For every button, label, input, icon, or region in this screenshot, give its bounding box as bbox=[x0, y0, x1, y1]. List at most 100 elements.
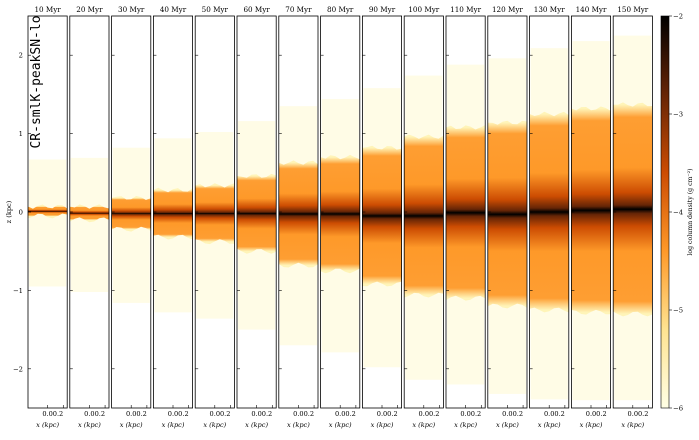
panel-60myr: 60 Myr 0.0 0.2 x (kpc) bbox=[236, 5, 277, 429]
x-tick-label: 0.2 bbox=[429, 410, 440, 418]
x-tick-label: 0.0 bbox=[377, 410, 388, 418]
panel-title-120myr: 120 Myr bbox=[492, 5, 523, 14]
panel-title-20myr: 20 Myr bbox=[76, 5, 103, 14]
panel-80myr: 80 Myr 0.0 0.2 x (kpc) bbox=[320, 5, 361, 429]
x-tick-label: 0.2 bbox=[387, 410, 398, 418]
x-axis-label: x (kpc) bbox=[329, 421, 352, 429]
panel-title-60myr: 60 Myr bbox=[243, 5, 270, 14]
disk-slab-150myr bbox=[613, 102, 653, 317]
x-axis-label: x (kpc) bbox=[454, 421, 477, 429]
panel-140myr: 140 Myr 0.0 0.2 x (kpc) bbox=[571, 5, 612, 429]
x-tick-label: 0.0 bbox=[251, 410, 262, 418]
panel-title-70myr: 70 Myr bbox=[285, 5, 312, 14]
x-tick-label: 0.0 bbox=[126, 410, 137, 418]
x-axis-label: x (kpc) bbox=[496, 421, 519, 429]
x-tick-label: 0.0 bbox=[586, 410, 597, 418]
disk-slab-120myr bbox=[487, 120, 527, 309]
y-tick-label: 0 bbox=[19, 209, 23, 217]
panel-title-110myr: 110 Myr bbox=[450, 5, 481, 14]
y-tick-label: −2 bbox=[13, 365, 23, 373]
x-tick-label: 0.0 bbox=[293, 410, 304, 418]
disk-slab-10myr bbox=[28, 204, 68, 219]
colorbar-label: log column density (g cm⁻²) bbox=[687, 168, 694, 255]
colorbar: −2 −3 −4 −5 −6 log column density (g cm⁻²) bbox=[660, 13, 694, 413]
x-tick-label: 0.0 bbox=[419, 410, 430, 418]
x-tick-label: 0.2 bbox=[262, 410, 273, 418]
panel-130myr: 130 Myr 0.0 0.2 x (kpc) bbox=[529, 5, 570, 429]
disk-slab-70myr bbox=[278, 160, 318, 268]
panel-150myr: 150 Myr 0.0 0.2 x (kpc) bbox=[612, 5, 653, 429]
y-axis: 2 1 0 −1 −2 z (kpc) bbox=[5, 52, 23, 374]
panel-50myr: 50 Myr 0.0 0.2 x (kpc) bbox=[194, 5, 235, 429]
x-axis-label: x (kpc) bbox=[162, 421, 185, 429]
x-axis-label: x (kpc) bbox=[580, 421, 603, 429]
x-axis-label: x (kpc) bbox=[120, 421, 143, 429]
panel-title-140myr: 140 Myr bbox=[576, 5, 607, 14]
panel-title-80myr: 80 Myr bbox=[327, 5, 354, 14]
panel-120myr: 120 Myr 0.0 0.2 x (kpc) bbox=[487, 5, 528, 429]
x-tick-label: 0.2 bbox=[304, 410, 315, 418]
x-tick-label: 0.2 bbox=[220, 410, 231, 418]
disk-slab-20myr bbox=[69, 204, 109, 223]
x-axis-label: x (kpc) bbox=[621, 421, 644, 429]
colorbar-tick-label: −6 bbox=[673, 405, 683, 413]
x-tick-label: 0.0 bbox=[335, 410, 346, 418]
colorbar-strip bbox=[660, 15, 670, 409]
panel-title-50myr: 50 Myr bbox=[202, 5, 229, 14]
x-tick-label: 0.0 bbox=[168, 410, 179, 418]
x-axis-label: x (kpc) bbox=[538, 421, 561, 429]
x-tick-label: 0.2 bbox=[513, 410, 524, 418]
disk-slab-90myr bbox=[362, 145, 402, 287]
panel-70myr: 70 Myr 0.0 0.2 x (kpc) bbox=[278, 5, 319, 429]
colorbar-tick-label: −3 bbox=[673, 111, 683, 119]
x-tick-label: 0.0 bbox=[502, 410, 513, 418]
y-axis-label: z (kpc) bbox=[5, 200, 13, 223]
x-axis-label: x (kpc) bbox=[203, 421, 226, 429]
x-tick-label: 0.0 bbox=[42, 410, 53, 418]
disk-slab-130myr bbox=[529, 111, 569, 313]
x-axis-label: x (kpc) bbox=[36, 421, 59, 429]
disk-slab-60myr bbox=[237, 173, 277, 254]
disk-slab-100myr bbox=[404, 134, 444, 298]
halo-20myr bbox=[70, 157, 108, 292]
disk-slab-80myr bbox=[320, 154, 360, 274]
x-tick-label: 0.2 bbox=[554, 410, 565, 418]
disk-slab-40myr bbox=[153, 187, 193, 240]
panel-10myr: 10 Myr 0.0 0.2 x (kpc) bbox=[27, 5, 68, 429]
panel-20myr: 20 Myr 0.0 0.2 x (kpc) bbox=[69, 5, 110, 429]
x-tick-label: 0.2 bbox=[178, 410, 189, 418]
x-tick-label: 0.0 bbox=[84, 410, 95, 418]
x-tick-label: 0.2 bbox=[471, 410, 482, 418]
panel-40myr: 40 Myr 0.0 0.2 x (kpc) bbox=[152, 5, 193, 429]
x-axis-label: x (kpc) bbox=[412, 421, 435, 429]
panel-100myr: 100 Myr 0.0 0.2 x (kpc) bbox=[403, 5, 444, 429]
y-tick-label: 2 bbox=[19, 52, 23, 60]
panel-90myr: 90 Myr 0.0 0.2 x (kpc) bbox=[361, 5, 402, 429]
x-axis-label: x (kpc) bbox=[287, 421, 310, 429]
halo-10myr bbox=[29, 159, 67, 287]
panel-title-10myr: 10 Myr bbox=[34, 5, 61, 14]
x-tick-label: 0.2 bbox=[596, 410, 607, 418]
x-tick-label: 0.2 bbox=[136, 410, 147, 418]
panel-title-40myr: 40 Myr bbox=[160, 5, 187, 14]
panel-title-30myr: 30 Myr bbox=[118, 5, 145, 14]
disk-slab-50myr bbox=[195, 183, 235, 245]
colorbar-tick-label: −4 bbox=[673, 209, 683, 217]
x-axis-label: x (kpc) bbox=[371, 421, 394, 429]
run-label: CR-smlK-peakSN-lo bbox=[29, 15, 44, 148]
x-tick-label: 0.2 bbox=[95, 410, 106, 418]
panel-110myr: 110 Myr 0.0 0.2 x (kpc) bbox=[445, 5, 486, 429]
x-tick-label: 0.0 bbox=[460, 410, 471, 418]
disk-slab-30myr bbox=[111, 196, 151, 232]
y-tick-label: 1 bbox=[19, 130, 23, 138]
x-tick-label: 0.0 bbox=[544, 410, 555, 418]
x-tick-label: 0.2 bbox=[345, 410, 356, 418]
x-tick-label: 0.0 bbox=[210, 410, 221, 418]
x-axis-label: x (kpc) bbox=[245, 421, 268, 429]
x-axis-label: x (kpc) bbox=[78, 421, 101, 429]
panel-title-100myr: 100 Myr bbox=[408, 5, 439, 14]
disk-slab-110myr bbox=[446, 125, 486, 301]
panel-title-130myr: 130 Myr bbox=[534, 5, 565, 14]
panel-title-150myr: 150 Myr bbox=[617, 5, 648, 14]
